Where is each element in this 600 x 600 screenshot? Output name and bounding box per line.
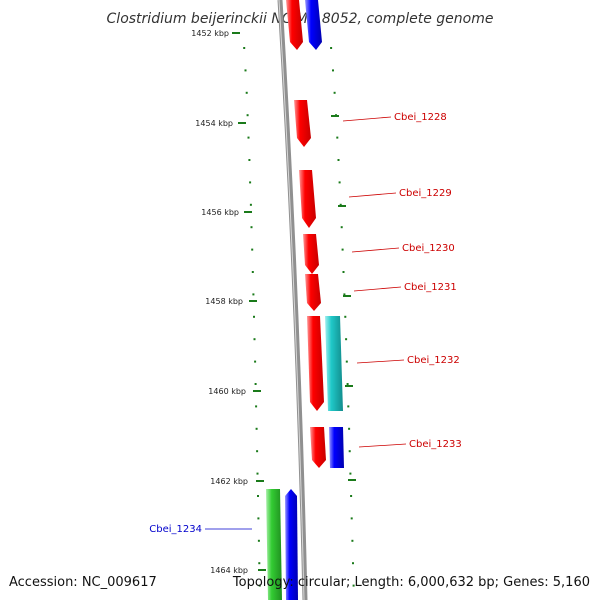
- tick-label: 1454 kbp: [195, 119, 233, 128]
- gene-arrow[interactable]: [310, 427, 326, 468]
- scale-dot: [346, 383, 349, 385]
- label-leader: [353, 286, 402, 292]
- scale-dot: [256, 472, 259, 475]
- genome-backbone-highlight: [278, 0, 305, 600]
- gene-label-cbei-1231[interactable]: Cbei_1231: [404, 282, 457, 293]
- scale-dot: [247, 136, 250, 139]
- gene-arrow[interactable]: [286, 0, 303, 50]
- scale-dot: [248, 159, 251, 161]
- gene-arrow[interactable]: [329, 427, 344, 468]
- scale-dot: [345, 338, 348, 341]
- scale-dot: [352, 584, 355, 587]
- scale-dot: [255, 427, 258, 430]
- scale-dot: [348, 450, 351, 453]
- gene-label-cbei-1234[interactable]: Cbei_1234: [149, 524, 202, 535]
- gene-arrow[interactable]: [299, 170, 316, 228]
- scale-dot: [258, 562, 261, 565]
- scale-dot: [253, 315, 255, 318]
- scale-dot: [249, 203, 252, 206]
- scale-dot: [251, 271, 254, 273]
- scale-dot: [345, 360, 348, 363]
- scale-dot: [250, 226, 253, 229]
- scale-dot: [257, 495, 259, 497]
- label-leader: [351, 247, 400, 253]
- scale-dot: [249, 181, 252, 184]
- scale-dot: [333, 91, 336, 94]
- scale-dot: [342, 271, 345, 273]
- tick-label: 1460 kbp: [208, 387, 246, 396]
- tick-label: 1458 kbp: [205, 297, 243, 306]
- genome-backbone: [277, 0, 308, 600]
- scale-dot: [332, 69, 334, 72]
- scale-dot: [244, 69, 247, 72]
- gene-labels: Cbei_1228 Cbei_1229 Cbei_1230 Cbei_1231 …: [149, 112, 461, 535]
- scale-dot: [343, 293, 346, 296]
- scale-dot: [348, 427, 351, 430]
- label-leader: [356, 359, 405, 364]
- scale-dot: [337, 159, 340, 161]
- gene-label-cbei-1230[interactable]: Cbei_1230: [402, 243, 455, 254]
- gene-label-cbei-1232[interactable]: Cbei_1232: [407, 355, 460, 366]
- label-leader: [358, 443, 407, 448]
- scale-dot: [347, 405, 350, 408]
- gene-arrow[interactable]: [303, 234, 319, 274]
- scale-dot: [350, 517, 353, 520]
- gene-arrow[interactable]: [294, 100, 311, 147]
- scale-dot: [252, 293, 255, 296]
- scale-dot: [246, 114, 249, 117]
- scale-dot: [344, 315, 347, 318]
- scale-dot: [256, 450, 259, 453]
- scale-dot: [253, 338, 256, 341]
- gene-arrow[interactable]: [305, 274, 321, 311]
- scale-dot: [245, 91, 248, 94]
- inner-scale-dots: [243, 47, 261, 587]
- accession-text: Accession: NC_009617: [9, 575, 157, 590]
- gene-arrow[interactable]: [325, 316, 343, 411]
- scale-dot: [254, 360, 257, 363]
- scale-dot: [338, 181, 341, 184]
- scale-dot: [243, 47, 246, 49]
- scale-dot: [251, 248, 254, 251]
- gene-arrow[interactable]: [285, 489, 298, 600]
- scale-dot: [336, 136, 339, 139]
- gene-arrow[interactable]: [305, 0, 322, 50]
- scale-dot: [330, 47, 333, 49]
- scale-ticks: 1452 kbp 1454 kbp 1456 kbp 1458 kbp 1460…: [191, 29, 266, 575]
- gene-arrow[interactable]: [266, 489, 282, 600]
- tick-label: 1452 kbp: [191, 29, 229, 38]
- scale-dot: [254, 383, 257, 385]
- scale-dot: [340, 226, 343, 229]
- gene-label-cbei-1233[interactable]: Cbei_1233: [409, 439, 462, 450]
- tick-label: 1456 kbp: [201, 208, 239, 217]
- label-leader: [348, 192, 397, 198]
- label-leader: [342, 116, 392, 122]
- scale-dot: [352, 562, 354, 565]
- gene-label-cbei-1228[interactable]: Cbei_1228: [394, 112, 447, 123]
- scale-dot: [255, 405, 258, 408]
- scale-dot: [349, 472, 352, 475]
- scale-dot: [341, 248, 344, 251]
- tick-label: 1462 kbp: [210, 477, 248, 486]
- scale-dot: [258, 584, 261, 587]
- scale-dot: [339, 203, 342, 206]
- genome-summary-text: Topology: circular; Length: 6,000,632 bp…: [232, 575, 590, 590]
- gene-features: [266, 0, 344, 600]
- tick-label: 1464 kbp: [210, 566, 248, 575]
- scale-dot: [257, 539, 260, 542]
- gene-arrow[interactable]: [307, 316, 324, 411]
- scale-dot: [350, 495, 353, 497]
- gene-label-cbei-1229[interactable]: Cbei_1229: [399, 188, 452, 199]
- scale-dot: [257, 517, 260, 520]
- outer-ticks: [331, 115, 356, 481]
- scale-dot: [351, 539, 354, 542]
